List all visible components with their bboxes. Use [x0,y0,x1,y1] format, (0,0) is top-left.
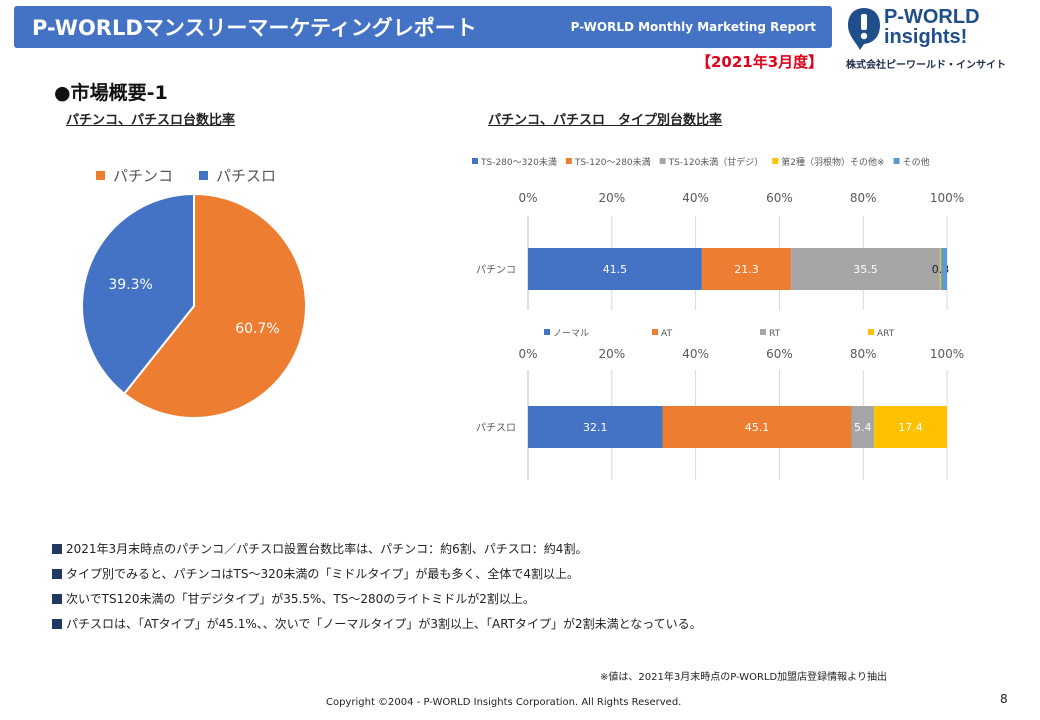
pie-legend-item-pachislot: パチスロ [199,165,276,186]
bullet-item: 次いでTS120未満の「甘デジタイプ」が35.5%、TS～280のライトミドルが… [52,590,702,615]
legend-label: TS-120～280未満 [574,156,651,168]
axis-tick-label: 0% [518,191,537,205]
legend-swatch [659,158,666,164]
legend-label: RT [769,329,781,339]
legend-swatch [199,171,209,180]
legend-swatch [868,329,874,335]
bar-segment-3 [874,406,947,448]
bar-segment-2 [851,406,875,448]
header-banner: P-WORLDマンスリーマーケティングレポート P-WORLD Monthly … [14,6,832,48]
bullet-item: パチスロは、「ATタイプ」が45.1%、、次いで「ノーマルタイプ」が3割以上、「… [52,615,702,640]
axis-tick-label: 60% [766,347,793,361]
bar-data-label: 5.4 [854,421,872,434]
bar-data-label: 32.1 [583,421,608,434]
axis-tick-label: 20% [598,347,625,361]
bar-segment-2 [791,248,940,290]
bullet-item: タイプ別でみると、パチンコはTS～320未満の「ミドルタイプ」が最も多く、全体で… [52,565,702,590]
bar-segment-4 [941,248,947,290]
pie-slice-1 [81,192,195,396]
page-number: 8 [1000,692,1008,706]
category-label: パチンコ [476,264,516,276]
bullet-text: タイプ別でみると、パチンコはTS～320未満の「ミドルタイプ」が最も多く、全体で… [66,567,580,581]
pie-slice-0 [122,192,307,419]
bullet-text: 2021年3月末時点のパチンコ／パチスロ設置台数比率は、パチンコ：約6割、パチス… [66,542,588,556]
legend-swatch [96,171,105,180]
pie-chart-title: パチンコ、パチスロ台数比率 [66,113,236,128]
company-logo: P-WORLD insights! 株式会社ピーワールド・インサイト [846,6,1034,71]
logo-company-name: 株式会社ピーワールド・インサイト [846,60,1006,71]
axis-tick-label: 100% [930,347,964,361]
legend-label: TS-280～320未満 [480,156,557,168]
pie-slice-label: 39.3% [108,277,152,293]
exclamation-badge-icon [848,8,880,50]
copyright-footer: Copyright ©2004 - P-WORLD Insights Corpo… [326,697,682,708]
bar-data-label: 17.4 [898,421,923,434]
axis-tick-label: 40% [682,191,709,205]
report-subtitle: P-WORLD Monthly Marketing Report [570,20,816,34]
axis-tick-label: 40% [682,347,709,361]
legend-swatch [772,158,779,164]
bar-chart-1-legend: TS-280～320未満 TS-120～280未満 TS-120未満（甘デジ） 第2種… [472,156,930,168]
bar-data-label: 41.5 [603,263,628,276]
report-title: P-WORLDマンスリーマーケティングレポート [32,16,477,40]
legend-label: その他 [903,156,930,168]
legend-swatch [565,158,572,164]
bar-chart-pachislot: 0% 20% 40% 60% 80% 100% パチスロ 32.1 45.1 5.4 17.4 [476,347,964,480]
bullet-text: 次いでTS120未満の「甘デジタイプ」が35.5%、TS～280のライトミドルが… [66,592,535,606]
pie-chart: 60.7% 39.3% [81,192,307,419]
legend-label: AT [661,329,672,339]
bullet-square-icon [52,619,62,629]
bar-segment-0 [528,248,702,290]
axis-tick-label: 60% [766,191,793,205]
legend-label: TS-120未満（甘デジ） [668,156,764,168]
report-period: 【2021年3月度】 [696,53,824,71]
bar-segment-1 [662,406,852,448]
axis-tick-label: 100% [930,191,964,205]
bullet-item: 2021年3月末時点のパチンコ／パチスロ設置台数比率は、パチンコ：約6割、パチス… [52,540,702,565]
bar-data-label: 35.5 [853,263,878,276]
data-source-note: ※値は、2021年3月末時点のP-WORLD加盟店登録情報より抽出 [600,672,887,683]
axis-tick-label: 20% [598,191,625,205]
legend-swatch [472,158,478,164]
legend-label: 第2種（羽根物）その他※ [781,156,884,168]
axis-tick-label: 0% [518,347,537,361]
bullet-square-icon [52,594,62,604]
logo-line1: P-WORLD [884,6,980,28]
legend-swatch [893,158,900,164]
legend-label: ART [877,329,895,339]
section-title: ●市場概要-1 [54,82,168,104]
bullet-square-icon [52,544,62,554]
pie-slice-label: 60.7% [235,321,279,337]
legend-swatch [760,329,766,335]
axis-tick-label: 80% [850,347,877,361]
legend-label: ノーマル [553,329,589,339]
legend-swatch [652,329,658,335]
pie-legend-label: パチンコ [113,167,174,185]
bar-segment-1 [701,248,792,290]
bar-data-label: 45.1 [745,421,770,434]
axis-tick-label: 80% [850,191,877,205]
legend-swatch [544,329,550,335]
bar-chart-2-legend: ノーマル AT RT ART [544,329,895,339]
pie-legend: パチンコ パチスロ [96,165,276,186]
bar-chart-pachinko: 0% 20% 40% 60% 80% 100%パチンコ 41.5 21.3 35.5 0.3 [476,191,964,310]
bar-segment-3 [939,248,942,290]
category-label: パチスロ [476,422,516,434]
pie-legend-label: パチスロ [216,167,277,185]
bar-data-label: 21.3 [734,263,759,276]
bullet-square-icon [52,569,62,579]
pie-legend-item-pachinko: パチンコ [96,165,173,186]
bar-segment-0 [528,406,663,448]
summary-bullets: 2021年3月末時点のパチンコ／パチスロ設置台数比率は、パチンコ：約6割、パチス… [52,540,702,640]
logo-line2: insights! [884,26,968,48]
bar-chart-title: パチンコ、パチスロ タイプ別台数比率 [488,113,723,128]
bullet-text: パチスロは、「ATタイプ」が45.1%、、次いで「ノーマルタイプ」が3割以上、「… [66,617,702,631]
